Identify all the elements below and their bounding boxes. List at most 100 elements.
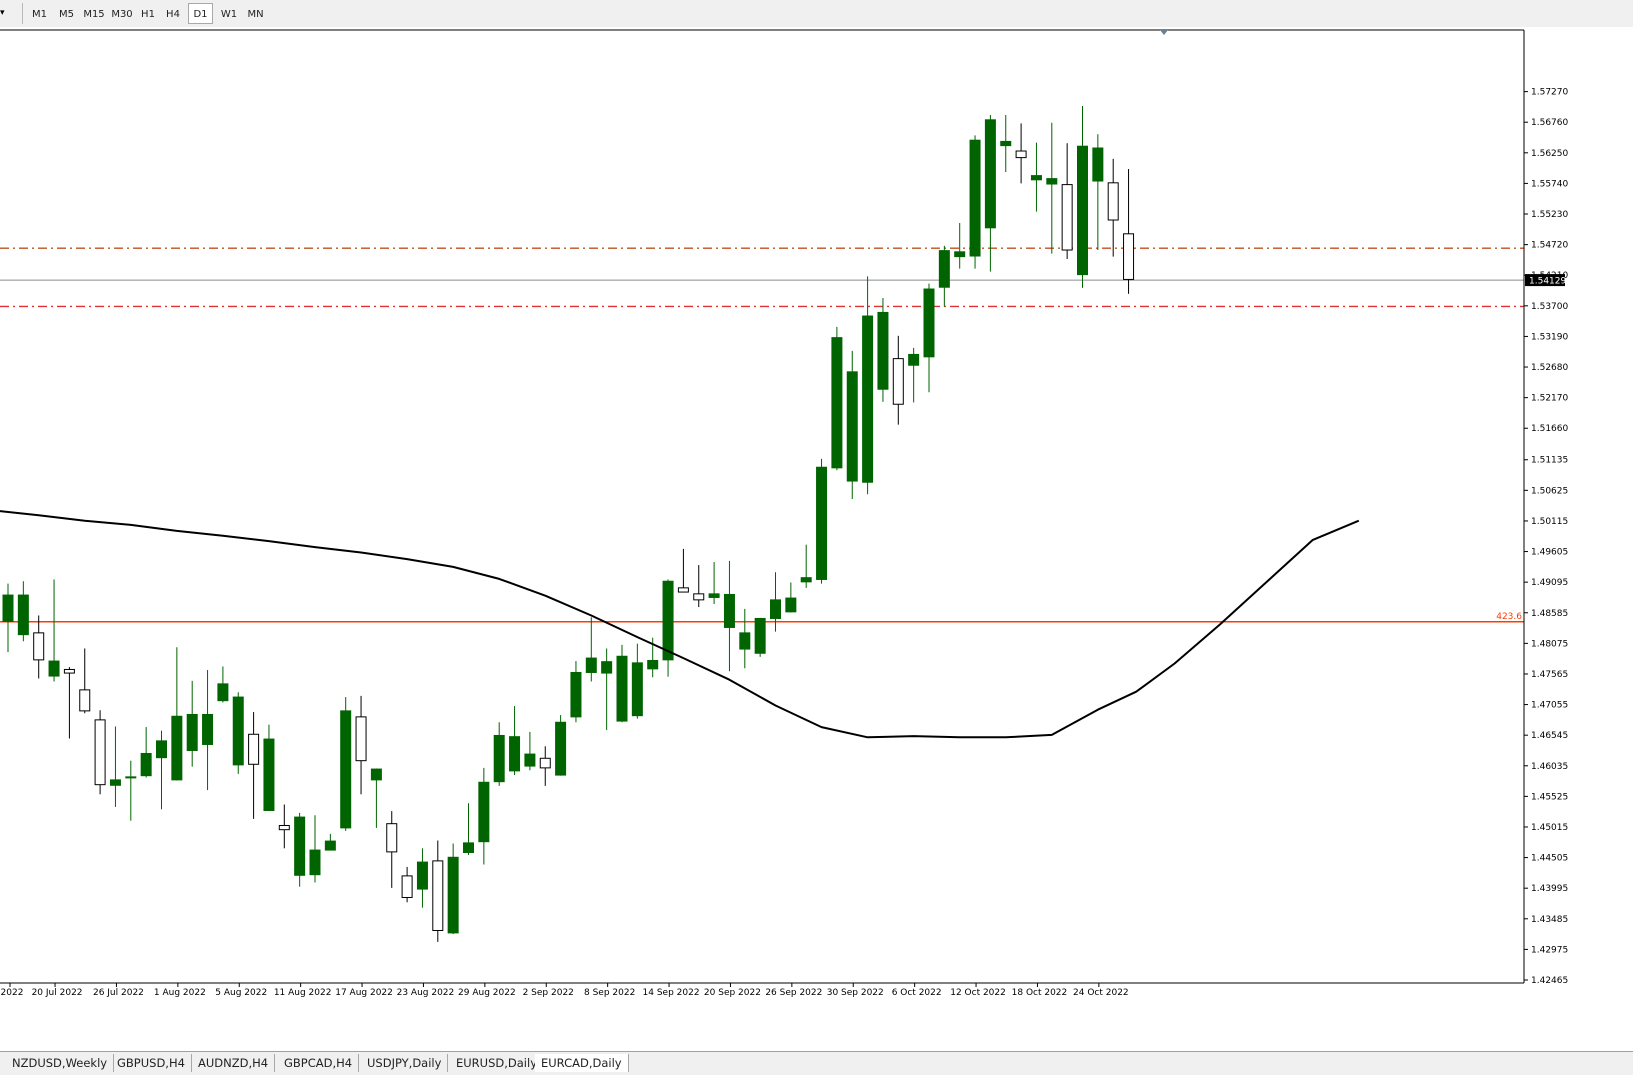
tab-audnzd-h4[interactable]: AUDNZD,H4 [192,1054,276,1072]
x-tick-label: 29 Aug 2022 [458,988,516,998]
toolbar-separator [22,3,23,24]
candle [954,223,966,269]
candle [156,730,167,810]
dropdown-arrow-icon[interactable]: ▾ [0,8,5,18]
bullish-candle-body [739,632,751,650]
bearish-candle-body [1015,150,1027,159]
candle [570,661,582,723]
bearish-candle-body [1107,182,1119,221]
timeframe-m30-button[interactable]: M30 [111,9,133,20]
timeframe-mn-button[interactable]: MN [247,9,264,20]
bullish-candle-body [969,139,981,257]
bullish-candle-body [140,752,152,777]
x-tick-label: 2022 [1,988,24,998]
bullish-candle-body [1030,175,1042,181]
x-tick-label: 12 Oct 2022 [950,988,1006,998]
timeframe-h4-button[interactable]: H4 [166,9,180,20]
bullish-candle-body [570,671,582,718]
bullish-candle-body [340,710,352,829]
y-tick-label: 1.53190 [1531,332,1568,342]
timeframe-h1-button[interactable]: H1 [141,9,155,20]
y-tick-label: 1.52170 [1531,394,1568,404]
candle [754,617,766,657]
tab-gbpcad-h4[interactable]: GBPCAD,H4 [278,1054,360,1072]
timeframe-m1-button[interactable]: M1 [32,9,47,20]
x-tick-label: 2 Sep 2022 [523,988,574,998]
bullish-candle-body [463,842,474,853]
bullish-candle-body [263,738,275,811]
bullish-candle-body [601,661,613,674]
x-tick-label: 26 Jul 2022 [93,988,144,998]
candle [386,811,398,888]
bullish-candle-body [846,371,858,482]
bearish-candle-body [248,733,260,765]
bullish-candle-body [171,715,183,781]
y-tick-label: 1.49095 [1531,578,1568,588]
bullish-candle-body [754,617,766,654]
candle [1030,142,1042,212]
y-tick-label: 1.51660 [1531,424,1568,434]
candle [969,135,981,269]
candle [401,866,413,903]
candle [908,347,920,403]
candle [1123,169,1135,294]
y-tick-label: 1.47055 [1531,701,1568,711]
candle [601,648,613,731]
candle [94,710,106,795]
bullish-candle-body [125,776,137,779]
timeframe-d1-button[interactable]: D1 [188,3,213,24]
y-tick-label: 1.43485 [1531,915,1568,925]
candle [125,760,137,821]
bearish-candle-body [677,587,689,593]
bearish-candle-body [94,719,106,786]
price-chart[interactable]: 423.6 1.57270 1.56760 1.56250 1.55740 1.5523… [0,27,1633,1051]
candle [355,695,367,795]
candle [370,768,382,828]
candle [539,746,551,786]
x-tick-label: 8 Sep 2022 [584,988,635,998]
chart-canvas[interactable]: 423.6 1.57270 1.56760 1.56250 1.55740 1.5523… [0,27,1633,1051]
bullish-candle-body [984,119,996,229]
candle [202,670,214,791]
timeframe-m5-button[interactable]: M5 [59,9,74,20]
candle [416,848,428,908]
candle [984,115,996,272]
candle [708,562,720,605]
tab-usdjpy-daily[interactable]: USDJPY,Daily [361,1054,449,1072]
x-tick-label: 1 Aug 2022 [154,988,206,998]
bullish-candle-body [478,781,490,843]
tab-eurusd-daily[interactable]: EURUSD,Daily [450,1054,544,1072]
bullish-candle-body [524,753,536,767]
bullish-candle-body [585,657,597,673]
y-tick-label: 1.48075 [1531,639,1568,649]
bullish-candle-body [816,466,828,580]
candle [770,572,781,632]
candle [463,803,474,855]
candle [938,245,950,307]
bullish-candle-body [309,849,321,876]
candle [816,458,828,584]
candle [432,840,444,942]
y-tick-label: 1.53700 [1531,302,1568,312]
candle [79,648,91,714]
x-tick-label: 23 Aug 2022 [397,988,455,998]
bearish-candle-body [1061,184,1073,251]
bullish-candle-body [1092,147,1104,182]
candle [1015,123,1027,184]
tab-nzdusd-weekly[interactable]: NZDUSD,Weekly [6,1054,115,1072]
tab-eurcad-daily[interactable]: EURCAD,Daily [535,1054,629,1072]
y-tick-label: 1.56250 [1531,149,1568,159]
candle [309,815,321,883]
tab-gbpusd-h4[interactable]: GBPUSD,H4 [111,1054,192,1072]
timeframe-m15-button[interactable]: M15 [83,9,105,20]
candle [33,615,45,679]
bullish-candle-body [908,353,920,366]
candle [785,582,797,613]
bullish-candle-body [156,740,167,759]
bullish-candle-body [954,251,966,258]
candle [48,579,60,682]
y-tick-label: 1.49605 [1531,548,1568,558]
candle [17,581,29,642]
timeframe-toolbar: ▾ M1 M5 M15 M30 H1 H4 D1 W1 MN [0,0,1633,28]
timeframe-w1-button[interactable]: W1 [220,9,238,20]
